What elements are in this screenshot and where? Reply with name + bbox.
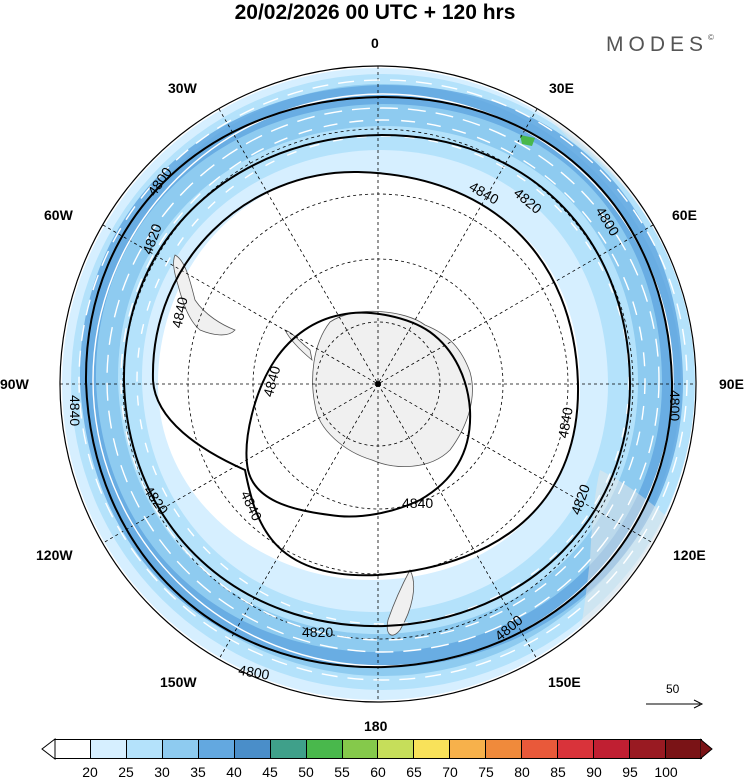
lon-label-90w: 90W <box>0 376 29 392</box>
lon-label-0: 0 <box>371 35 379 51</box>
colorbar-segment <box>522 740 559 758</box>
contour-label: 4840 <box>169 295 191 329</box>
colorbar-ticks: 20 25 30 35 40 45 50 55 60 65 70 75 80 85 90 95 100 <box>0 764 750 782</box>
wind-reference-label: 50 <box>666 682 680 696</box>
contour-4800 <box>84 95 674 669</box>
colorbar-segment <box>630 740 666 758</box>
contour-label: 4820 <box>302 624 333 640</box>
new-zealand <box>386 569 415 636</box>
colorbar-segment <box>594 740 630 758</box>
colorbar-tick-label: 35 <box>190 764 206 780</box>
colorbar-end-arrow <box>700 738 713 760</box>
colorbar-tick-label: 90 <box>586 764 602 780</box>
lon-label-180: 180 <box>364 718 388 734</box>
contour-label: 4840 <box>67 395 83 426</box>
colorbar-tick-label: 25 <box>118 764 134 780</box>
colorbar-tick-label: 65 <box>406 764 422 780</box>
colorbar-tick-label: 20 <box>82 764 98 780</box>
contour-label: 4840 <box>555 406 576 440</box>
brand-mark: © <box>708 33 714 42</box>
contour-label: 4840 <box>260 364 284 398</box>
lon-label-120w: 120W <box>36 547 73 563</box>
contours <box>84 95 674 669</box>
wind-streaks <box>78 79 688 681</box>
colorbar-tick-label: 75 <box>478 764 494 780</box>
contour-label: 4840 <box>402 495 433 511</box>
lon-label-90e: 90E <box>719 376 744 392</box>
lon-label-30e: 30E <box>549 80 574 96</box>
contour-4820 <box>122 133 632 628</box>
colorbar-tick-label: 95 <box>622 764 638 780</box>
south-america-tip <box>173 254 236 336</box>
contour-label: 4800 <box>667 390 683 421</box>
colorbar-segment <box>90 740 127 758</box>
map-boundary <box>59 65 697 703</box>
colorbar-start-cap <box>41 738 56 760</box>
contour-4840-outer <box>151 170 580 577</box>
lon-label-120e: 120E <box>673 547 706 563</box>
lon-label-150e: 150E <box>548 674 581 690</box>
colorbar-segment <box>414 740 451 758</box>
small-high-speed-patch <box>520 135 535 146</box>
colorbar-segment <box>162 740 199 758</box>
colorbar-segment <box>342 740 379 758</box>
colorbar-segment <box>306 740 343 758</box>
map-title: 20/02/2026 00 UTC + 120 hrs <box>234 1 516 24</box>
colorbar-tick-label: 100 <box>654 764 678 780</box>
colorbar-tick-label: 45 <box>262 764 278 780</box>
lon-label-60w: 60W <box>44 207 73 223</box>
colorbar-tick-label: 40 <box>226 764 242 780</box>
colorbar-segment <box>450 740 487 758</box>
south-pole-dot <box>375 381 381 387</box>
brand-logo: MODES© <box>606 33 714 57</box>
colorbar <box>54 739 702 759</box>
colorbar-tick-label: 50 <box>298 764 314 780</box>
lon-label-60e: 60E <box>672 207 697 223</box>
colorbar-segment <box>665 740 701 758</box>
colorbar-segment <box>55 740 91 758</box>
colorbar-segment <box>486 740 523 758</box>
colorbar-tick-label: 30 <box>154 764 170 780</box>
contour-label: 4800 <box>237 662 271 683</box>
colorbar-segment <box>378 740 415 758</box>
contour-4840-inner <box>245 311 472 518</box>
lon-label-30w: 30W <box>168 80 197 96</box>
colorbar-tick-label: 80 <box>514 764 530 780</box>
lon-label-150w: 150W <box>160 674 197 690</box>
colorbar-segment <box>198 740 235 758</box>
colorbar-segment <box>558 740 595 758</box>
colorbar-tick-label: 60 <box>370 764 386 780</box>
colorbar-segment <box>126 740 163 758</box>
colorbar-segment <box>234 740 271 758</box>
brand-text: MODES <box>606 33 709 56</box>
colorbar-tick-label: 70 <box>442 764 458 780</box>
colorbar-segment <box>270 740 307 758</box>
wind-reference-arrow <box>646 699 704 709</box>
colorbar-tick-label: 55 <box>334 764 350 780</box>
colorbar-tick-label: 85 <box>550 764 566 780</box>
